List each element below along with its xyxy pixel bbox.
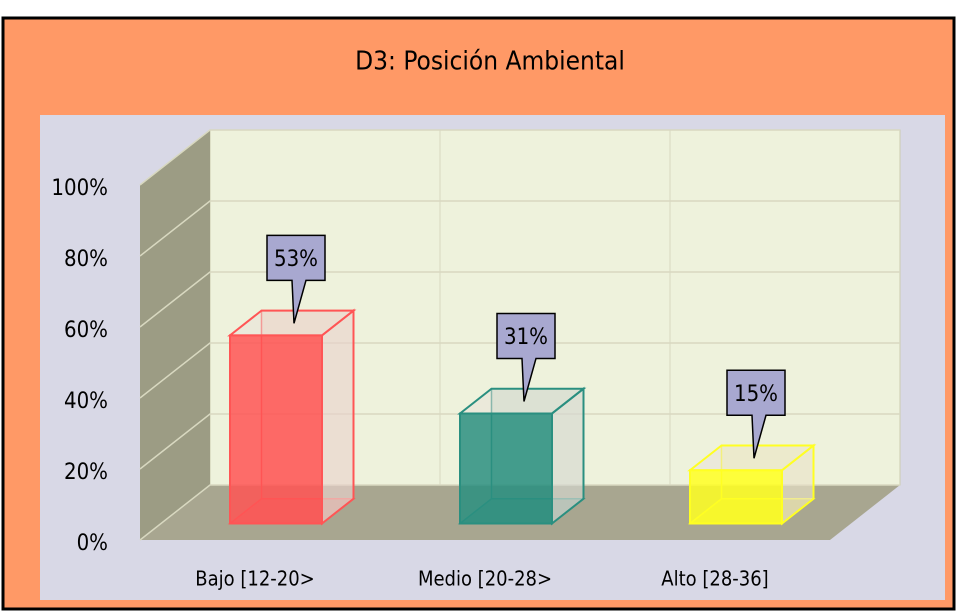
bar-front — [229, 334, 323, 525]
y-tick-label: 0% — [77, 531, 108, 556]
y-tick-label: 60% — [64, 318, 108, 343]
x-tick-label: Alto [28-36] — [661, 567, 768, 591]
chart-title: D3: Posición Ambiental — [355, 47, 625, 77]
grid-line — [139, 484, 900, 541]
y-tick-label: 100% — [51, 176, 108, 201]
bar-front — [459, 412, 553, 525]
bar-front — [689, 469, 783, 525]
value-label: 15% — [734, 382, 778, 407]
y-tick-label: 20% — [64, 460, 108, 485]
grid-line — [139, 200, 900, 257]
bar-side — [321, 308, 355, 526]
grid-line — [139, 271, 900, 328]
bar-top — [687, 444, 817, 472]
grid-line — [139, 413, 900, 470]
callout — [266, 234, 326, 324]
y-tick-label: 40% — [64, 389, 108, 414]
bar-top — [457, 387, 587, 415]
value-label: 31% — [504, 325, 548, 350]
x-tick-label: Bajo [12-20> — [195, 567, 314, 591]
callout — [496, 312, 556, 402]
side-wall — [140, 130, 210, 540]
grid-line — [139, 342, 900, 399]
bar-top — [227, 309, 357, 337]
value-label: 53% — [274, 247, 318, 272]
y-tick-label: 80% — [64, 247, 108, 272]
grid-line — [139, 129, 900, 186]
callout — [726, 369, 786, 459]
x-tick-label: Medio [20-28> — [418, 567, 552, 591]
